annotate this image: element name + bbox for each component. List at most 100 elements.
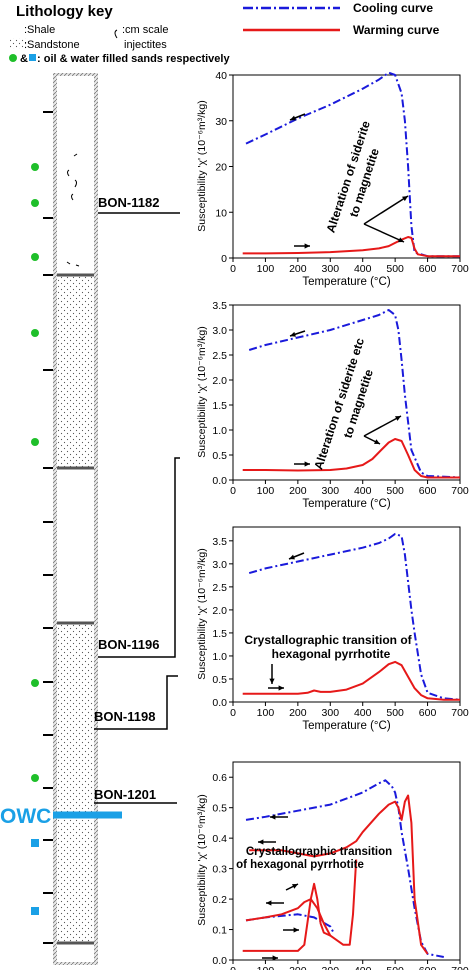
owc-label: OWC [0,805,51,828]
y-tick-label: 0.0 [212,955,227,967]
oil-marker [31,253,39,261]
sample-label-bon-1198: BON-1198 [94,709,155,724]
warming-curve-bon-1201-4 [245,859,358,946]
annotation-arrow-1196-a-head [374,439,380,444]
x-tick-label: 500 [386,965,404,970]
direction-arrow-cooling-head [266,900,272,906]
x-tick-label: 200 [289,965,307,970]
sandstone-swatch [10,38,28,49]
direction-arrow-warming-head [304,461,310,467]
warming-curve-bon-1196-1 [242,438,460,479]
x-axis-label: Temperature (°C) [302,720,390,732]
x-tick-label: 600 [419,485,437,497]
y-axis-label: Susceptibility 'χ' (10⁻⁶m³/kg) [196,548,208,679]
x-tick-label: 100 [257,707,275,719]
sample-labels: BON-1182 BON-1196 BON-1198 BON-1201 [94,195,180,804]
y-tick-label: 3.0 [212,325,227,337]
column-shale-middle [57,468,94,623]
chart-bon-1196: 0 100 200 300 400 500 600 700 0.0 0.5 1.0 1.5 2.0 2.5… [196,300,469,510]
sample-label-bon-1182: BON-1182 [98,195,159,210]
charts: 0 100 200 300 400 500 600 700 0 10 20 30 40 Temperatu… [196,70,469,970]
x-axis-label: Temperature (°C) [302,276,390,288]
y-axis-label: Susceptibility 'χ' (10⁻⁶m³/kg) [196,100,208,231]
x-axis-label: Temperature (°C) [302,498,390,510]
y-tick-label: 0.6 [212,772,227,784]
annotation-arrow-1182-b [363,195,409,225]
lithology-key-title: Lithology key [16,3,113,20]
x-tick-label: 400 [354,965,372,970]
y-tick-label: 0.0 [212,697,227,709]
oil-marker [31,774,39,782]
lithology-key: Lithology key :Shale :Sandstone :cm scal… [9,3,230,65]
x-tick-label: 500 [386,263,404,275]
oil-marker [31,163,39,171]
y-tick-label: 0.2 [212,894,227,906]
x-tick-label: 500 [386,485,404,497]
direction-arrow-cooling-head [289,554,295,560]
x-tick-label: 300 [322,707,340,719]
water-marker-icon [29,54,36,61]
x-tick-label: 400 [354,707,372,719]
x-tick-label: 100 [257,485,275,497]
y-tick-label: 1.5 [212,628,227,640]
y-tick-label: 3.0 [212,559,227,571]
x-tick-label: 200 [289,707,307,719]
x-tick-label: 700 [451,263,469,275]
oil-marker [31,199,39,207]
y-tick-label: 0.1 [212,925,227,937]
x-tick-label: 600 [419,707,437,719]
sample-label-bon-1196: BON-1196 [98,637,159,652]
annotation-arrow-1196-b [363,415,402,437]
annotation-arrow-1182-a-head [398,237,404,243]
direction-arrow-warming-head [293,927,299,933]
direction-arrow-cooling-head [290,331,296,337]
oil-markers [31,163,39,782]
oil-marker [31,679,39,687]
y-tick-label: 3.5 [212,536,227,548]
cooling-curve-bon-1198-0 [248,532,461,701]
column-shale-top [57,75,94,275]
chart-bon-1201: 0 100 200 300 400 500 600 700 0.0 0.1 0.2 0.3 0.4 0.5… [196,761,469,970]
plot-frame [232,761,461,961]
cooling-curve-bon-1201-0 [245,779,444,958]
direction-arrow-cooling-head [290,115,296,121]
column-border-left [53,73,57,965]
x-tick-label: 100 [257,263,275,275]
x-tick-label: 400 [354,263,372,275]
annotation-1201-line-2: of hexagonal pyrrhotite [236,859,364,871]
direction-arrow-warming-head [304,243,310,249]
y-tick-label: 2.0 [212,605,227,617]
legend-cooling-label: Cooling curve [353,1,433,15]
x-tick-label: 0 [230,485,236,497]
y-tick-label: 0.0 [212,475,227,487]
chart-bon-1182: 0 100 200 300 400 500 600 700 0 10 20 30 40 Temperatu… [196,70,469,288]
sample-leader-1196 [98,457,180,658]
direction-arrow-cooling-head [258,839,264,845]
sample-leader-1198 [94,675,178,730]
x-tick-label: 300 [322,485,340,497]
x-tick-label: 200 [289,485,307,497]
x-tick-label: 600 [419,263,437,275]
y-tick-label: 0.3 [212,864,227,876]
direction-arrow-warming-head [292,884,298,889]
oil-marker [31,438,39,446]
x-tick-label: 200 [289,263,307,275]
oil-marker-icon [9,54,17,62]
x-tick-label: 0 [230,263,236,275]
y-tick-label: 2.0 [212,375,227,387]
x-tick-label: 0 [230,707,236,719]
x-tick-label: 300 [322,965,340,970]
cooling-curve-bon-1196-0 [248,309,461,479]
annotation-1201-line-1: Crystallographic transition [246,846,392,858]
y-tick-label: 0.4 [212,833,227,845]
y-tick-label: 2.5 [212,350,227,362]
column-shale-base [57,943,94,963]
y-tick-label: 2.5 [212,582,227,594]
warming-curve-bon-1198-1 [242,660,460,701]
water-marker [31,907,39,915]
annotation-arrow-1196-b-head [395,416,401,421]
water-marker [31,839,39,847]
sandstone-label: :Sandstone [24,39,80,51]
plot-frame [232,526,461,703]
lithology-column: OWC [0,73,122,965]
